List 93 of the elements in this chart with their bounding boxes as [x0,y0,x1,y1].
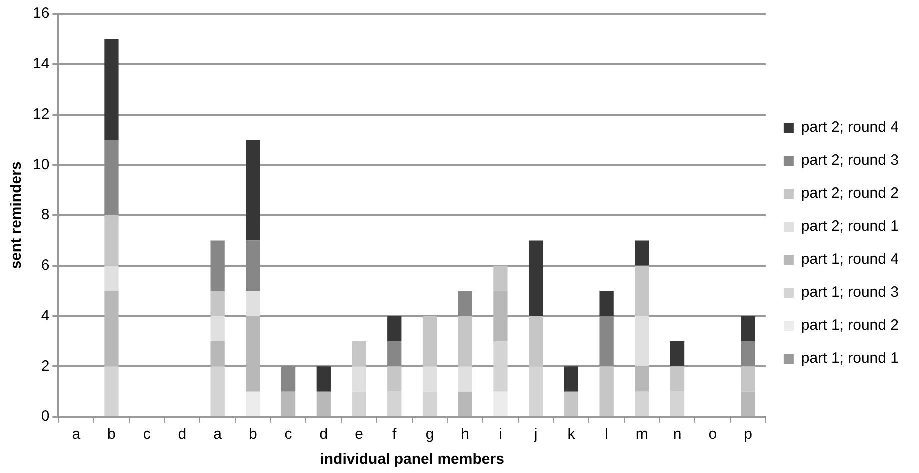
bar [422,316,438,367]
x-tick-label: e [355,426,364,444]
bar [210,366,225,416]
bar [352,341,366,367]
bar [600,316,614,367]
y-tick-label: 4 [41,307,50,324]
y-axis-title: sent reminders [8,162,26,270]
bar [210,291,225,316]
bar [458,366,472,392]
bar [246,316,260,392]
x-tick-label: i [499,426,502,444]
bar [210,316,225,342]
bar [210,341,225,367]
legend-label: part 2; round 2 [801,185,900,202]
bar [281,366,296,392]
legend-label: part 2; round 4 [801,119,900,136]
x-tick-label: p [744,426,752,444]
bar [494,341,508,392]
x-tick-label: a [72,426,82,444]
bar [458,392,472,416]
bar [635,392,650,416]
bar [494,266,508,292]
x-tick-label: j [533,426,538,444]
bar [388,392,402,416]
bar [529,240,544,316]
bar [246,240,260,292]
y-tick-label: 10 [32,156,50,174]
y-tick-label: 2 [41,358,50,375]
bar [670,366,685,392]
y-tick-label: 16 [32,5,50,22]
x-tick-label: c [143,426,152,444]
bar [564,366,579,392]
bar [458,291,472,316]
bar [104,216,119,266]
bar [104,39,119,140]
bar [388,341,402,367]
bar [246,291,260,316]
bar [104,140,119,216]
x-tick-label: a [214,426,223,444]
bar [246,140,260,241]
bar [316,392,331,416]
bar [104,266,119,292]
legend-label: part 2; round 1 [801,218,900,236]
bar [529,316,544,367]
legend-label: part 1; round 2 [801,317,900,334]
bar [741,366,756,392]
x-tick-label: d [320,426,328,444]
bar [635,316,650,367]
y-tick-label: 8 [41,206,50,224]
bar [600,291,614,316]
bar [670,341,685,367]
y-tick-label: 12 [32,106,50,123]
x-axis-title: individual panel members [320,451,504,468]
bar [600,366,614,416]
bar [670,392,685,416]
x-tick-label: b [249,426,258,444]
x-tick-label: d [178,426,187,444]
bar [104,366,119,416]
bar [741,392,756,416]
x-tick-label: o [708,426,718,444]
bar [494,392,508,416]
legend-label: part 1; round 4 [801,251,900,268]
x-tick-label: k [568,426,576,444]
bar [635,240,650,266]
bar [388,366,402,392]
x-tick-label: m [636,426,648,444]
x-tick-label: b [108,426,116,444]
bar [210,240,225,292]
bar [281,392,296,416]
x-tick-label: f [392,426,398,444]
bar [635,366,650,392]
bar [388,316,402,342]
x-tick-label: l [605,426,608,444]
bar [741,316,756,342]
x-tick-label: h [461,426,470,444]
y-tick-label: 14 [32,56,50,73]
bar [741,341,756,367]
y-tick-label: 6 [41,257,50,274]
bar [246,392,260,416]
bar [529,366,544,416]
legend-label: part 1; round 1 [801,350,900,368]
bar [316,366,331,392]
bar [494,291,508,342]
legend-label: part 1; round 3 [801,284,900,302]
bar [564,392,579,416]
x-tick-label: c [284,426,293,444]
bar [635,266,650,316]
bar [458,316,472,367]
bar [104,291,119,367]
y-tick-label: 0 [41,408,50,426]
x-tick-label: g [426,426,434,444]
x-tick-label: n [673,426,682,444]
legend-label: part 2; round 3 [801,152,900,170]
